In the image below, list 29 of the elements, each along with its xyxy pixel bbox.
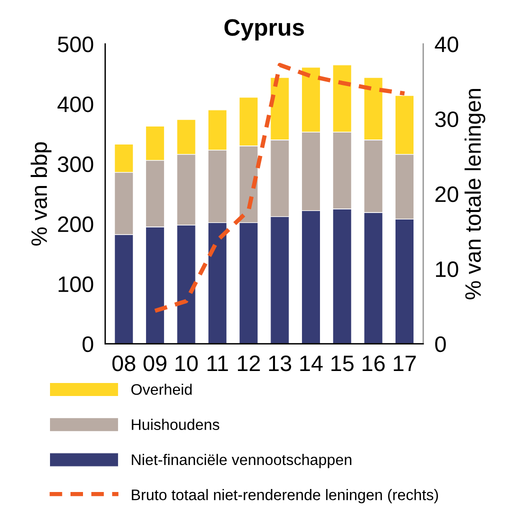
y2-tick-label: 20 — [435, 186, 458, 202]
y-tick-label: 200 — [58, 216, 94, 232]
y2-tick-label: 30 — [435, 111, 458, 128]
legend-label: Niet-financiële vennootschappen — [132, 454, 352, 468]
y2-tick-label: 10 — [436, 261, 458, 278]
y-tick-label: 400 — [57, 96, 94, 112]
line-series — [152, 62, 407, 313]
x-tick-label: 16 — [362, 356, 385, 372]
y2-tick-label: 0 — [435, 336, 446, 352]
x-tick-label: 14 — [300, 356, 323, 372]
x-tick-label: 09 — [144, 356, 166, 372]
x-tick-label: 13 — [269, 356, 292, 372]
x-tick-label: 12 — [238, 356, 260, 372]
x-tick-label: 17 — [394, 356, 416, 372]
x-tick-label: 11 — [208, 356, 228, 372]
x-tick-label: 10 — [176, 356, 198, 372]
legend-label: Bruto totaal niet-renderende leningen (rechts) — [132, 489, 438, 504]
y-tick-label: 500 — [58, 36, 94, 52]
legend-label: Huishoudens — [132, 418, 220, 430]
chart-title: Cyprus — [224, 19, 304, 41]
y2-tick-label: 40 — [434, 36, 458, 52]
y-axis-title: % van bbp — [30, 142, 52, 246]
y-tick-label: 0 — [82, 336, 94, 352]
y-tick-label: 300 — [58, 156, 94, 172]
y-tick-label: 100 — [58, 276, 94, 292]
x-tick-label: 15 — [331, 356, 354, 372]
y2-axis-title: % van totale leningen — [464, 89, 486, 300]
x-tick-label: 08 — [112, 356, 136, 372]
legend-label: Overheid — [131, 384, 192, 395]
